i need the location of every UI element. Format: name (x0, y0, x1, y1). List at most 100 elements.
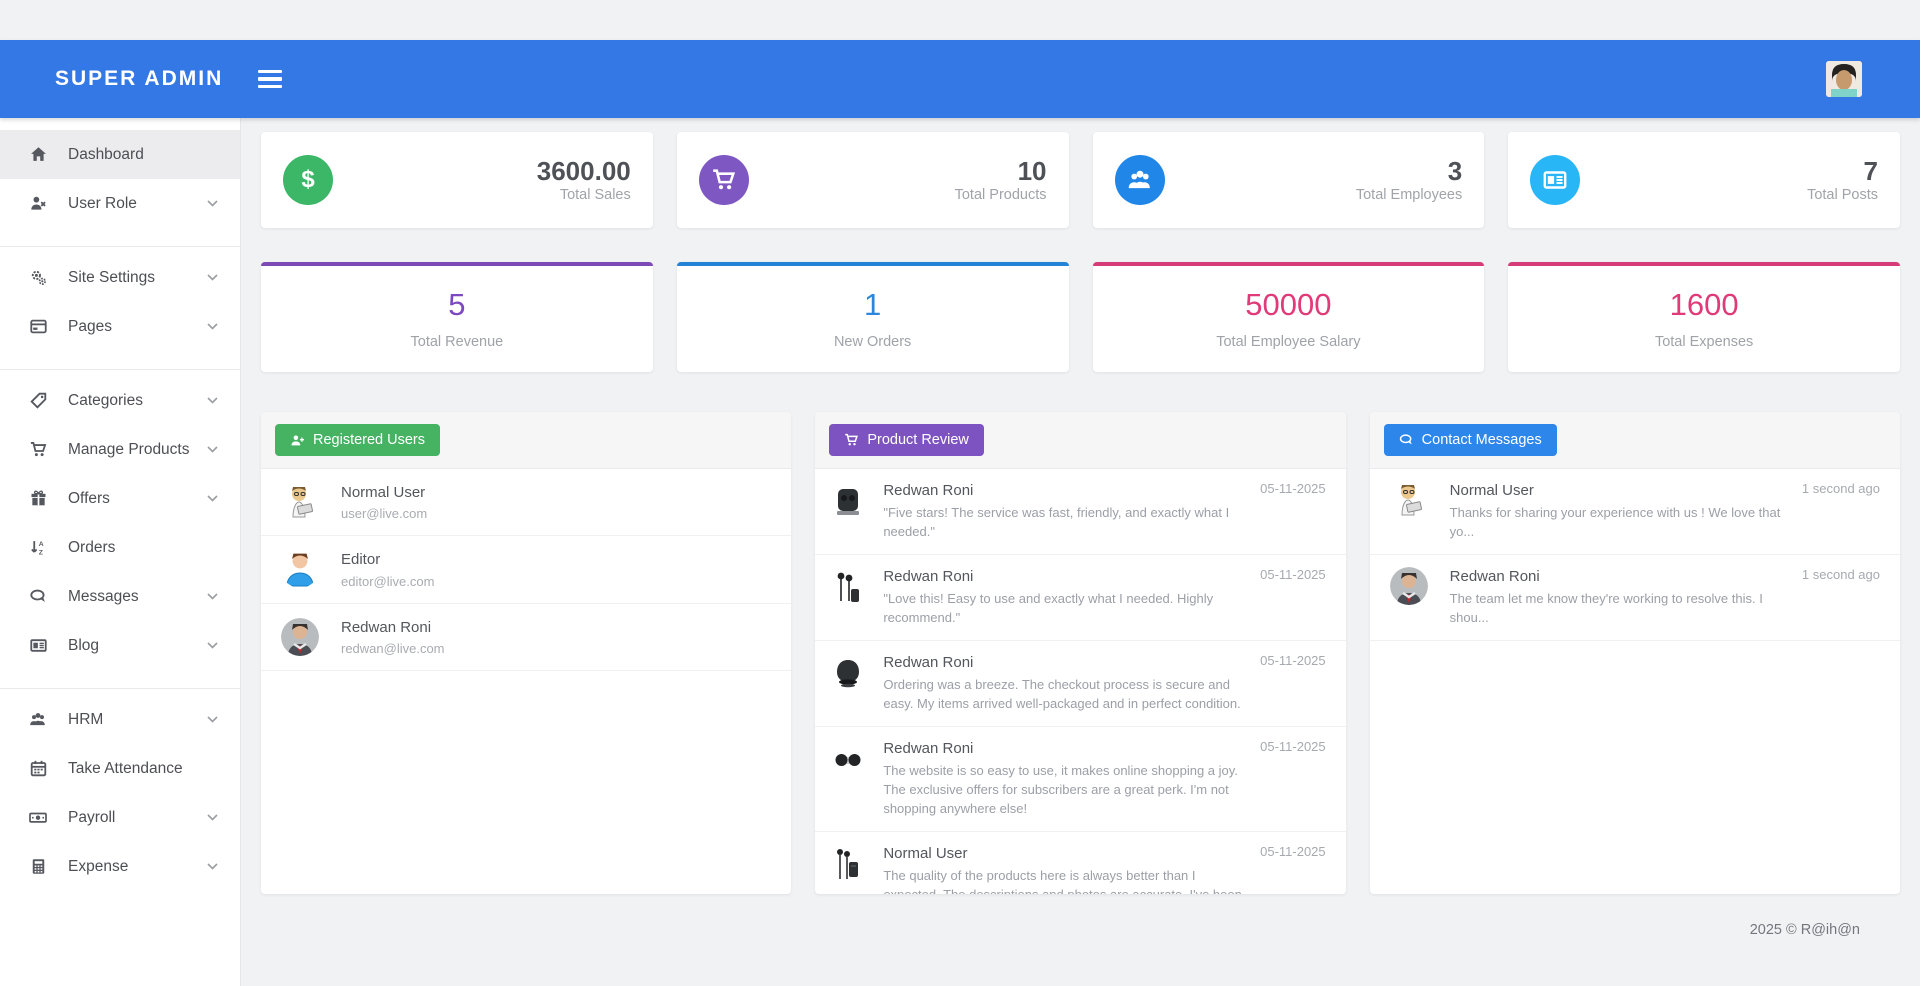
sidebar-item-hrm[interactable]: HRM (0, 695, 240, 744)
review-text: The quality of the products here is alwa… (883, 867, 1242, 894)
calendar-icon (28, 760, 48, 777)
svg-text:A: A (38, 541, 43, 548)
contact-messages-panel: Contact Messages Normal User Thanks for … (1369, 412, 1900, 894)
stat-card-total-posts: 7 Total Posts (1508, 132, 1900, 228)
review-row[interactable]: Redwan Roni "Love this! Easy to use and … (815, 555, 1346, 641)
sidebar-item-dashboard[interactable]: Dashboard (0, 130, 240, 179)
panel-title: Product Review (867, 432, 969, 448)
sidebar-item-blog[interactable]: Blog (0, 621, 240, 670)
sidebar-item-categories[interactable]: Categories (0, 376, 240, 425)
message-row[interactable]: Normal User Thanks for sharing your expe… (1369, 469, 1900, 555)
registered-users-button[interactable]: Registered Users (275, 424, 441, 456)
sidebar-item-expense[interactable]: Expense (0, 842, 240, 891)
product-thumbnail (835, 653, 861, 695)
metric-card-total-expenses: 1600 Total Expenses (1508, 262, 1900, 372)
stat-value: 7 (1863, 156, 1878, 187)
review-row[interactable]: Redwan Roni Ordering was a breeze. The c… (815, 641, 1346, 727)
review-text: The website is so easy to use, it makes … (883, 763, 1238, 816)
registered-user-row[interactable]: Editor editor@live.com (261, 536, 792, 604)
panel-header: Registered Users (261, 412, 792, 469)
message-time: 1 second ago (1801, 481, 1880, 496)
sidebar-item-pages[interactable]: Pages (0, 302, 240, 351)
reviewer-name: Normal User (883, 844, 968, 862)
product-thumbnail (835, 567, 861, 609)
panel-title: Contact Messages (1421, 432, 1542, 448)
stat-label: Total Employees (1355, 186, 1463, 203)
hamburger-menu-icon[interactable] (258, 69, 282, 89)
sidebar-item-label: Pages (68, 317, 112, 335)
metric-label: Total Employee Salary (1216, 334, 1361, 351)
chevron-down-icon (207, 274, 218, 281)
avatar (281, 483, 319, 521)
comments-icon (28, 588, 48, 605)
sidebar-item-payroll[interactable]: Payroll (0, 793, 240, 842)
review-date: 05-11-2025 (1260, 481, 1326, 496)
sidebar-item-messages[interactable]: Messages (0, 572, 240, 621)
registered-user-row[interactable]: Redwan Roni redwan@live.com (261, 604, 792, 671)
user-x-icon (28, 195, 48, 212)
product-review-button[interactable]: Product Review (829, 424, 984, 456)
message-time: 1 second ago (1801, 566, 1880, 582)
metric-card-new-orders: 1 New Orders (676, 262, 1069, 372)
gears-icon (28, 269, 48, 286)
sidebar-item-label: User Role (68, 194, 137, 212)
chevron-down-icon (207, 716, 218, 723)
sidebar-item-user-role[interactable]: User Role (0, 179, 240, 228)
contact-messages-button[interactable]: Contact Messages (1383, 424, 1557, 456)
sender-name: Normal User (1449, 482, 1534, 499)
metric-value: 1600 (1669, 287, 1739, 322)
user-name: Redwan Roni (341, 618, 432, 636)
metric-value: 50000 (1245, 287, 1332, 322)
sidebar-item-label: Site Settings (68, 268, 156, 286)
sidebar-item-manage-products[interactable]: Manage Products (0, 425, 240, 474)
review-text: "Five stars! The service was fast, frien… (883, 505, 1230, 540)
window-icon (28, 318, 48, 335)
metric-value: 1 (864, 287, 882, 322)
user-email: redwan@live.com (341, 640, 445, 656)
sidebar-item-site-settings[interactable]: Site Settings (0, 253, 240, 302)
sidebar-item-label: Blog (68, 636, 100, 654)
review-row[interactable]: Redwan Roni The website is so easy to us… (815, 727, 1346, 832)
avatar (281, 550, 319, 589)
message-row[interactable]: Redwan Roni The team let me know they're… (1369, 555, 1900, 641)
metric-card-total-revenue: 5 Total Revenue (261, 262, 653, 372)
metric-label: Total Revenue (410, 334, 504, 351)
sidebar-item-label: Payroll (68, 808, 116, 826)
newspaper-icon (1530, 155, 1581, 205)
product-thumbnail (835, 481, 861, 523)
sidebar-item-take-attendance[interactable]: Take Attendance (0, 744, 240, 793)
metric-card-total-employee-salary: 50000 Total Employee Salary (1092, 262, 1485, 372)
review-row[interactable]: Redwan Roni "Five stars! The service was… (815, 469, 1346, 555)
review-row[interactable]: Normal User The quality of the products … (815, 832, 1345, 894)
avatar-photo-icon (1826, 61, 1862, 97)
chevron-down-icon (207, 495, 218, 502)
user-avatar[interactable] (1826, 61, 1862, 97)
review-date: 05-11-2025 (1260, 566, 1326, 582)
metric-label: New Orders (833, 334, 912, 351)
message-text: The team let me know they're working to … (1449, 591, 1763, 626)
review-text: "Love this! Easy to use and exactly what… (883, 591, 1214, 626)
chevron-down-icon (207, 397, 218, 404)
chevron-down-icon (207, 814, 218, 821)
tag-icon (28, 392, 48, 409)
newspaper-icon (28, 637, 48, 654)
sidebar-item-label: Messages (68, 587, 139, 605)
cart-icon (698, 155, 749, 205)
stat-label: Total Products (954, 186, 1047, 203)
sidebar-item-offers[interactable]: Offers (0, 474, 240, 523)
stat-label: Total Posts (1807, 186, 1878, 203)
metric-label: Total Expenses (1654, 334, 1754, 351)
comments-icon (1399, 434, 1412, 445)
registered-users-panel: Registered Users Normal User user@live.c… (261, 412, 792, 894)
calculator-icon (28, 858, 48, 875)
registered-user-row[interactable]: Normal User user@live.com (261, 469, 792, 537)
cart-icon (28, 441, 48, 458)
user-email: editor@live.com (341, 573, 435, 589)
stat-label: Total Sales (559, 186, 631, 203)
stat-card-total-products: 10 Total Products (676, 132, 1069, 228)
panel-header: Contact Messages (1369, 412, 1900, 469)
panel-header: Product Review (815, 412, 1346, 469)
sidebar-item-label: Offers (68, 489, 110, 507)
